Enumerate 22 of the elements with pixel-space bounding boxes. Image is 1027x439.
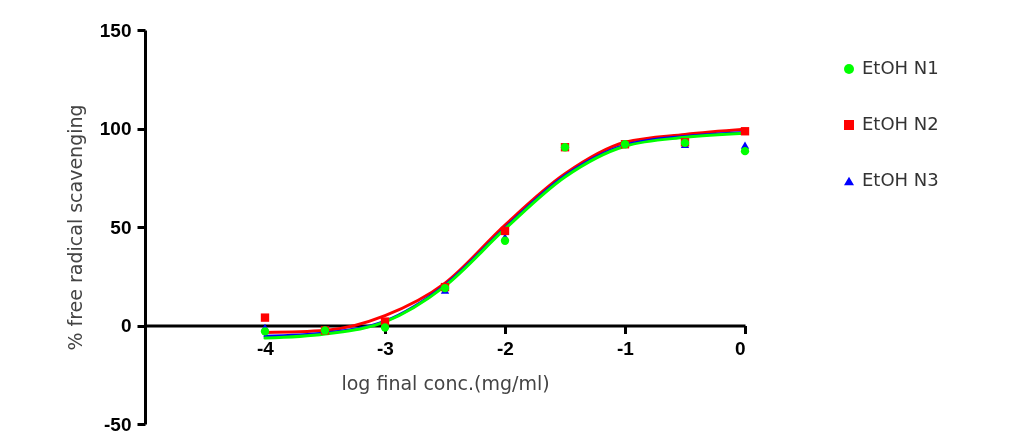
- y-tick-label: 100: [99, 118, 132, 139]
- x-tick-label: -1: [617, 338, 635, 359]
- point: [500, 226, 510, 236]
- x-tick-label: -4: [257, 338, 275, 359]
- point: [260, 313, 270, 322]
- y-tick-label: -50: [104, 413, 132, 435]
- x-tick-label: 0: [734, 338, 746, 359]
- y-tick-label: 50: [110, 216, 132, 238]
- y-tick-label: 0: [120, 315, 132, 336]
- point: [740, 146, 750, 156]
- legend-label: EtOH N2: [862, 113, 939, 134]
- point: [380, 323, 390, 332]
- legend-label: EtOH N1: [862, 57, 939, 78]
- x-tick-label: -2: [497, 338, 514, 359]
- y-tick-label: 150: [99, 19, 132, 41]
- y-axis-title: % free radical scavenging: [63, 104, 86, 351]
- x-tick-label: -3: [377, 338, 394, 359]
- x-axis-title: log final conc.(mg/ml): [341, 372, 550, 394]
- legend-label: EtOH N3: [862, 169, 939, 190]
- point: [260, 327, 270, 336]
- point: [500, 236, 510, 245]
- point: [740, 127, 750, 136]
